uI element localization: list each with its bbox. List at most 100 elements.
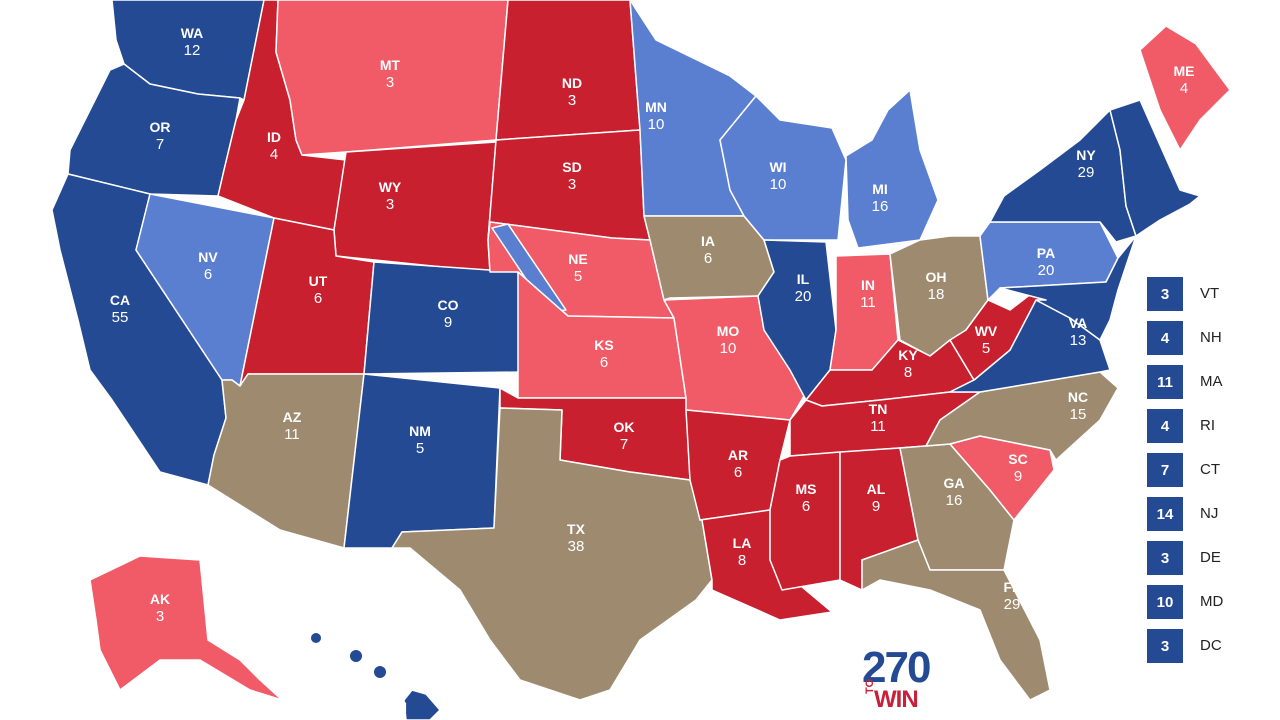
legend-state-abbr: VT	[1200, 285, 1220, 302]
state-label-WA: WA	[181, 25, 204, 41]
state-ev-VA: 13	[1070, 332, 1087, 349]
state-label-FL: FL	[1003, 579, 1021, 595]
state-ND[interactable]	[495, 0, 641, 141]
state-ev-TN: 11	[870, 418, 886, 435]
state-ev-MN: 10	[648, 116, 665, 133]
legend-state-abbr: NJ	[1200, 505, 1219, 522]
state-ev-MS: 6	[802, 498, 810, 515]
state-label-AK: AK	[150, 591, 170, 607]
state-label-GA: GA	[944, 475, 965, 491]
state-label-NM: NM	[409, 423, 431, 439]
legend-state-abbr: RI	[1200, 417, 1215, 434]
hi-island-3	[374, 666, 386, 678]
state-label-AR: AR	[728, 447, 748, 463]
state-ev-NC: 15	[1070, 406, 1087, 423]
state-AZ[interactable]	[207, 373, 365, 549]
state-ev-MI: 16	[872, 198, 889, 215]
logo-number: 270	[862, 643, 931, 692]
state-HI[interactable]	[403, 689, 441, 720]
state-label-MO: MO	[717, 323, 740, 339]
legend-row-DE[interactable]: 3 DE	[1146, 540, 1256, 576]
state-ev-PA: 20	[1038, 262, 1055, 279]
legend-state-abbr: DC	[1200, 637, 1222, 654]
state-ev-FL: 29	[1004, 596, 1021, 613]
legend-row-RI[interactable]: 4 RI	[1146, 408, 1256, 444]
legend-row-MD[interactable]: 10 MD	[1146, 584, 1256, 620]
state-label-MN: MN	[645, 99, 667, 115]
state-label-KS: KS	[594, 337, 613, 353]
state-label-ND: ND	[562, 75, 582, 91]
state-ev-LA: 8	[738, 552, 746, 569]
legend-ev-box[interactable]: 3	[1146, 628, 1184, 664]
state-NC[interactable]	[925, 371, 1119, 461]
new-england[interactable]	[1109, 99, 1201, 237]
state-MS[interactable]	[769, 451, 841, 591]
legend-ev-box[interactable]: 3	[1146, 540, 1184, 576]
state-ev-WA: 12	[184, 42, 201, 59]
state-label-OK: OK	[614, 419, 635, 435]
state-label-TX: TX	[567, 521, 586, 537]
legend-state-abbr: MD	[1200, 593, 1224, 610]
state-ev-SC: 9	[1014, 468, 1022, 485]
legend-ev-box[interactable]: 10	[1146, 584, 1184, 620]
legend-state-abbr: MA	[1200, 373, 1223, 390]
state-label-WI: WI	[769, 159, 786, 175]
state-label-PA: PA	[1037, 245, 1055, 261]
legend-state-abbr: DE	[1200, 549, 1221, 566]
state-label-NV: NV	[198, 249, 218, 265]
state-ev-MT: 3	[386, 74, 394, 91]
state-ev-GA: 16	[946, 492, 963, 509]
state-label-NY: NY	[1076, 147, 1096, 163]
legend-ev-box[interactable]: 4	[1146, 408, 1184, 444]
state-NM[interactable]	[343, 373, 501, 549]
legend-row-VT[interactable]: 3 VT	[1146, 276, 1256, 312]
state-ev-UT: 6	[314, 290, 322, 307]
state-label-MS: MS	[796, 481, 817, 497]
state-ME[interactable]	[1139, 25, 1231, 151]
state-label-WY: WY	[379, 179, 402, 195]
legend-ev-box[interactable]: 7	[1146, 452, 1184, 488]
legend-ev-box[interactable]: 11	[1146, 364, 1184, 400]
legend-ev-box[interactable]: 4	[1146, 320, 1184, 356]
state-ev-SD: 3	[568, 176, 576, 193]
state-ev-NE: 5	[574, 268, 582, 285]
state-TX[interactable]	[391, 407, 713, 701]
state-ev-KS: 6	[600, 354, 608, 371]
state-label-UT: UT	[309, 273, 328, 289]
state-ev-NV: 6	[204, 266, 212, 283]
mid-atlantic[interactable]	[999, 235, 1137, 341]
state-label-WV: WV	[975, 323, 998, 339]
state-label-MT: MT	[380, 57, 401, 73]
state-FL[interactable]	[861, 539, 1051, 701]
state-label-OH: OH	[926, 269, 947, 285]
state-MI[interactable]	[845, 89, 939, 249]
state-NY[interactable]	[989, 109, 1137, 243]
state-ev-MO: 10	[720, 340, 737, 357]
legend-row-MA[interactable]: 11 MA	[1146, 364, 1256, 400]
legend-ev-box[interactable]: 14	[1146, 496, 1184, 532]
state-label-NE: NE	[568, 251, 587, 267]
legend-row-CT[interactable]: 7 CT	[1146, 452, 1256, 488]
state-WI[interactable]	[719, 95, 847, 241]
legend-ev-box[interactable]: 3	[1146, 276, 1184, 312]
state-ev-TX: 38	[568, 538, 585, 555]
state-ev-IA: 6	[704, 250, 712, 267]
state-ev-AZ: 11	[284, 426, 300, 443]
legend-row-NH[interactable]: 4 NH	[1146, 320, 1256, 356]
state-AK[interactable]	[89, 555, 283, 701]
state-label-ID: ID	[267, 129, 281, 145]
state-WY[interactable]	[333, 141, 497, 273]
state-label-ME: ME	[1174, 63, 1195, 79]
state-label-IN: IN	[861, 277, 875, 293]
legend-row-NJ[interactable]: 14 NJ	[1146, 496, 1256, 532]
state-label-AZ: AZ	[283, 409, 302, 425]
state-IL[interactable]	[757, 239, 837, 401]
state-ev-ND: 3	[568, 92, 576, 109]
legend-state-abbr: CT	[1200, 461, 1220, 478]
legend-row-DC[interactable]: 3 DC	[1146, 628, 1256, 664]
state-label-HI: HI	[393, 699, 407, 715]
state-label-CA: CA	[110, 292, 130, 308]
state-ev-NM: 5	[416, 440, 424, 457]
270towin-logo: 270 TO WIN	[862, 646, 942, 716]
